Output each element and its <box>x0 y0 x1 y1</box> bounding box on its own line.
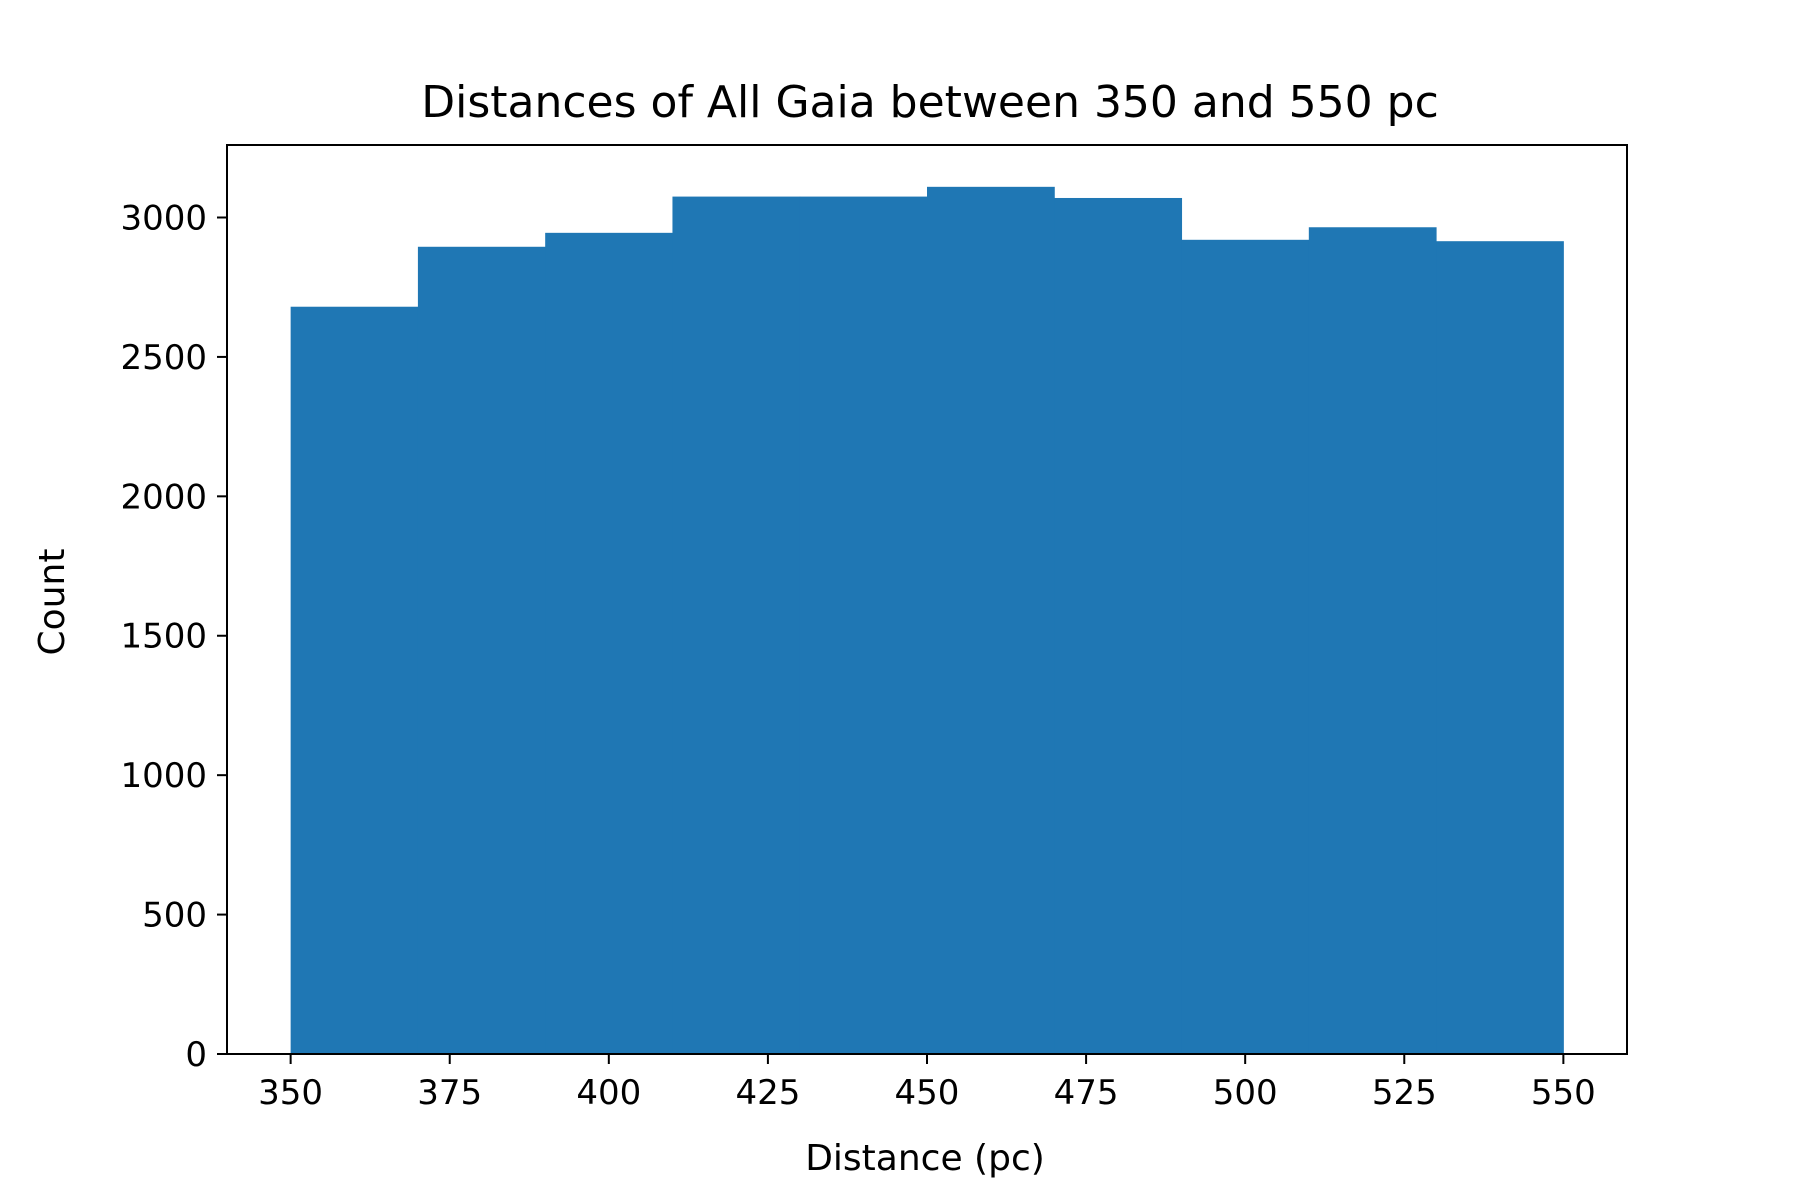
histogram-bar <box>417 246 546 1054</box>
y-tick-label: 2500 <box>120 338 207 378</box>
x-axis-ticks: 350 375 400 425 450 475 500 525 550 <box>258 1054 1596 1113</box>
x-tick-label: 425 <box>735 1073 800 1113</box>
histogram-bar <box>1436 241 1564 1054</box>
histogram-bar <box>927 186 1055 1055</box>
y-axis-ticks: 0 500 1000 1500 2000 2500 3000 <box>120 198 227 1075</box>
y-tick-label: 1000 <box>120 756 207 796</box>
x-tick-label: 400 <box>576 1073 641 1113</box>
histogram-bar <box>290 306 419 1054</box>
x-tick-label: 525 <box>1372 1073 1437 1113</box>
x-tick-label: 475 <box>1054 1073 1119 1113</box>
histogram-bar <box>672 196 801 1054</box>
histogram-bar <box>1308 227 1437 1055</box>
y-tick-label: 1500 <box>120 617 207 657</box>
y-tick-label: 3000 <box>120 198 207 238</box>
histogram-bar <box>545 232 673 1054</box>
histogram-bar <box>799 196 928 1054</box>
y-tick-label: 0 <box>185 1035 207 1075</box>
y-tick-label: 2000 <box>120 477 207 517</box>
x-tick-label: 500 <box>1213 1073 1278 1113</box>
x-axis-label: Distance (pc) <box>805 1138 1045 1179</box>
x-tick-label: 375 <box>417 1073 482 1113</box>
y-tick-label: 500 <box>142 896 207 936</box>
histogram-bar <box>1181 239 1310 1054</box>
y-axis-label: Count <box>32 549 73 656</box>
x-tick-label: 450 <box>895 1073 960 1113</box>
histogram-bars <box>290 186 1564 1055</box>
histogram-bar <box>1054 197 1183 1055</box>
x-tick-label: 550 <box>1531 1073 1596 1113</box>
chart-title: Distances of All Gaia between 350 and 55… <box>421 77 1439 128</box>
x-tick-label: 350 <box>258 1073 323 1113</box>
